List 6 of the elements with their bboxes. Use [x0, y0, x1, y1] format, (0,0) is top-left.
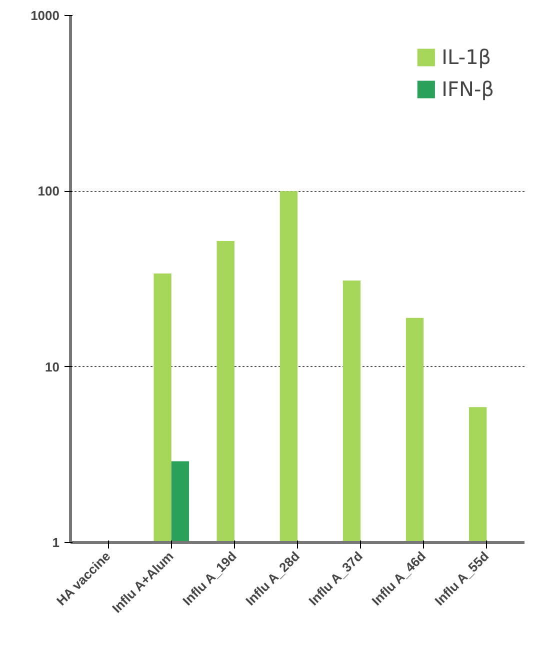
y-tick-label: 10 — [45, 359, 60, 374]
legend-label: IL-1β — [442, 45, 492, 69]
y-tick-label: 1 — [52, 535, 60, 550]
legend-label: IFN-β — [442, 77, 494, 101]
y-tick-label: 1000 — [30, 8, 60, 23]
y-tick-label: 100 — [38, 184, 60, 199]
